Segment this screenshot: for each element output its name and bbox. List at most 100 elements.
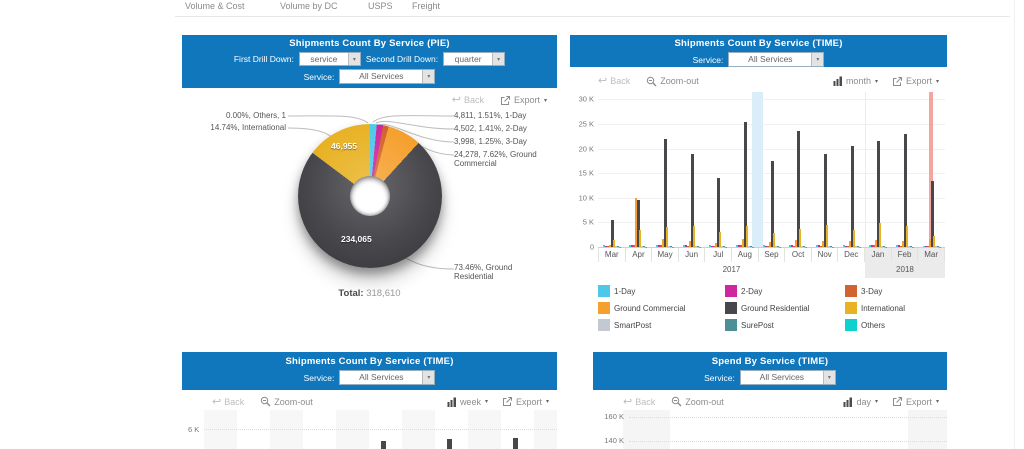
bar-1-day[interactable] bbox=[816, 245, 819, 247]
bar-surepost[interactable] bbox=[803, 246, 806, 247]
bar-smartpost[interactable] bbox=[667, 246, 670, 247]
bar-international[interactable] bbox=[692, 225, 695, 247]
bar-3-day[interactable] bbox=[659, 245, 662, 247]
back-button[interactable]: ↩ Back bbox=[598, 76, 630, 87]
legend-item[interactable]: Ground Commercial bbox=[598, 302, 725, 314]
bar-ground-commercial[interactable] bbox=[795, 240, 798, 247]
bar-smartpost[interactable] bbox=[694, 246, 697, 247]
legend-item[interactable]: Others bbox=[845, 319, 943, 331]
bar-international[interactable] bbox=[879, 223, 882, 247]
bar-international[interactable] bbox=[639, 229, 642, 247]
bar-ground-residential[interactable] bbox=[904, 133, 908, 247]
bar-surepost[interactable] bbox=[749, 246, 752, 247]
bar-ground-commercial[interactable] bbox=[608, 244, 611, 247]
bar-1-day[interactable] bbox=[896, 245, 899, 247]
bar-international[interactable] bbox=[719, 232, 722, 247]
bar-surepost[interactable] bbox=[856, 246, 859, 247]
bar-ground-commercial[interactable] bbox=[661, 239, 664, 247]
bar-ground-residential[interactable] bbox=[610, 219, 614, 247]
export-button[interactable]: Export ▾ bbox=[892, 76, 939, 87]
bar-ground-commercial[interactable] bbox=[741, 239, 744, 247]
bar-others[interactable] bbox=[725, 246, 728, 247]
bar-ground-residential[interactable] bbox=[717, 178, 721, 247]
bar-3-day[interactable] bbox=[606, 245, 609, 247]
back-button[interactable]: ↩ Back bbox=[212, 396, 244, 407]
bar-surepost[interactable] bbox=[936, 246, 939, 247]
bar[interactable] bbox=[381, 441, 386, 449]
bar-smartpost[interactable] bbox=[614, 246, 617, 247]
bar-international[interactable] bbox=[852, 229, 855, 247]
bar-ground-commercial[interactable] bbox=[822, 240, 825, 247]
bar-smartpost[interactable] bbox=[641, 246, 644, 247]
legend-item[interactable]: International bbox=[845, 302, 943, 314]
export-button[interactable]: Export ▾ bbox=[500, 95, 547, 106]
bar-smartpost[interactable] bbox=[801, 246, 804, 247]
bar-surepost[interactable] bbox=[616, 246, 619, 247]
bar-international[interactable] bbox=[826, 225, 829, 247]
bar-ground-residential[interactable] bbox=[690, 153, 694, 247]
bar-international[interactable] bbox=[772, 233, 775, 247]
bar-ground-residential[interactable] bbox=[743, 121, 747, 247]
legend-item[interactable]: 3-Day bbox=[845, 285, 943, 297]
back-button[interactable]: ↩ Back bbox=[623, 396, 655, 407]
bar-3-day[interactable] bbox=[713, 245, 716, 247]
bar-ground-commercial[interactable] bbox=[928, 239, 931, 247]
bar-1-day[interactable] bbox=[629, 244, 632, 247]
bar-surepost[interactable] bbox=[669, 246, 672, 247]
bar-ground-commercial[interactable] bbox=[635, 197, 638, 247]
bar-ground-residential[interactable] bbox=[824, 153, 828, 247]
bar-3-day[interactable] bbox=[793, 245, 796, 247]
zoom-out-button[interactable]: Zoom-out bbox=[671, 396, 724, 407]
bar-others[interactable] bbox=[778, 246, 781, 247]
bar-ground-residential[interactable] bbox=[637, 200, 641, 247]
bar[interactable] bbox=[447, 439, 452, 449]
bar-1-day[interactable] bbox=[602, 245, 605, 247]
bar-smartpost[interactable] bbox=[908, 246, 911, 247]
pie-service-select[interactable]: All Services ▾ bbox=[339, 69, 436, 84]
bar-3-day[interactable] bbox=[739, 245, 742, 247]
week-service-select[interactable]: All Services ▾ bbox=[339, 370, 436, 385]
bar-1-day[interactable] bbox=[922, 245, 925, 247]
bar-2-day[interactable] bbox=[818, 245, 821, 247]
bar-2-day[interactable] bbox=[604, 245, 607, 247]
bar-ground-residential[interactable] bbox=[770, 160, 774, 247]
bar-ground-residential[interactable] bbox=[663, 138, 667, 247]
bar-surepost[interactable] bbox=[910, 246, 913, 247]
bar-others[interactable] bbox=[938, 246, 941, 247]
tab-usps[interactable]: USPS bbox=[368, 1, 393, 11]
bar-international[interactable] bbox=[799, 228, 802, 247]
tab-volume-cost[interactable]: Volume & Cost bbox=[185, 1, 245, 11]
bar-1-day[interactable] bbox=[869, 244, 872, 247]
bar-ground-commercial[interactable] bbox=[848, 241, 851, 247]
bar-2-day[interactable] bbox=[737, 245, 740, 247]
bar-3-day[interactable] bbox=[900, 245, 903, 247]
second-drill-select[interactable]: quarter ▾ bbox=[443, 52, 506, 66]
zoom-out-button[interactable]: Zoom-out bbox=[260, 396, 313, 407]
bar-others[interactable] bbox=[698, 246, 701, 247]
bar-international[interactable] bbox=[745, 226, 748, 247]
bar-ground-commercial[interactable] bbox=[688, 240, 691, 247]
bar-3-day[interactable] bbox=[926, 245, 929, 247]
tab-volume-by-dc[interactable]: Volume by DC bbox=[280, 1, 338, 11]
export-button[interactable]: Export ▾ bbox=[892, 396, 939, 407]
bar-surepost[interactable] bbox=[830, 246, 833, 247]
interval-button[interactable]: month ▾ bbox=[833, 76, 878, 87]
legend-item[interactable]: Ground Residential bbox=[725, 302, 845, 314]
bar-2-day[interactable] bbox=[871, 245, 874, 247]
bar-smartpost[interactable] bbox=[828, 246, 831, 247]
legend-item[interactable]: SmartPost bbox=[598, 319, 725, 331]
bar-2-day[interactable] bbox=[764, 245, 767, 247]
interval-button[interactable]: day ▾ bbox=[843, 396, 878, 407]
bar-surepost[interactable] bbox=[883, 246, 886, 247]
bar-surepost[interactable] bbox=[696, 246, 699, 247]
bar[interactable] bbox=[513, 438, 518, 449]
bar-1-day[interactable] bbox=[762, 245, 765, 247]
bar-others[interactable] bbox=[618, 246, 621, 247]
bar-ground-commercial[interactable] bbox=[768, 241, 771, 247]
bar-surepost[interactable] bbox=[643, 246, 646, 247]
bar-2-day[interactable] bbox=[791, 245, 794, 247]
bar-smartpost[interactable] bbox=[747, 246, 750, 247]
spend-service-select[interactable]: All Services ▾ bbox=[739, 370, 836, 385]
bar-ground-residential[interactable] bbox=[930, 180, 934, 247]
bar-smartpost[interactable] bbox=[881, 246, 884, 247]
